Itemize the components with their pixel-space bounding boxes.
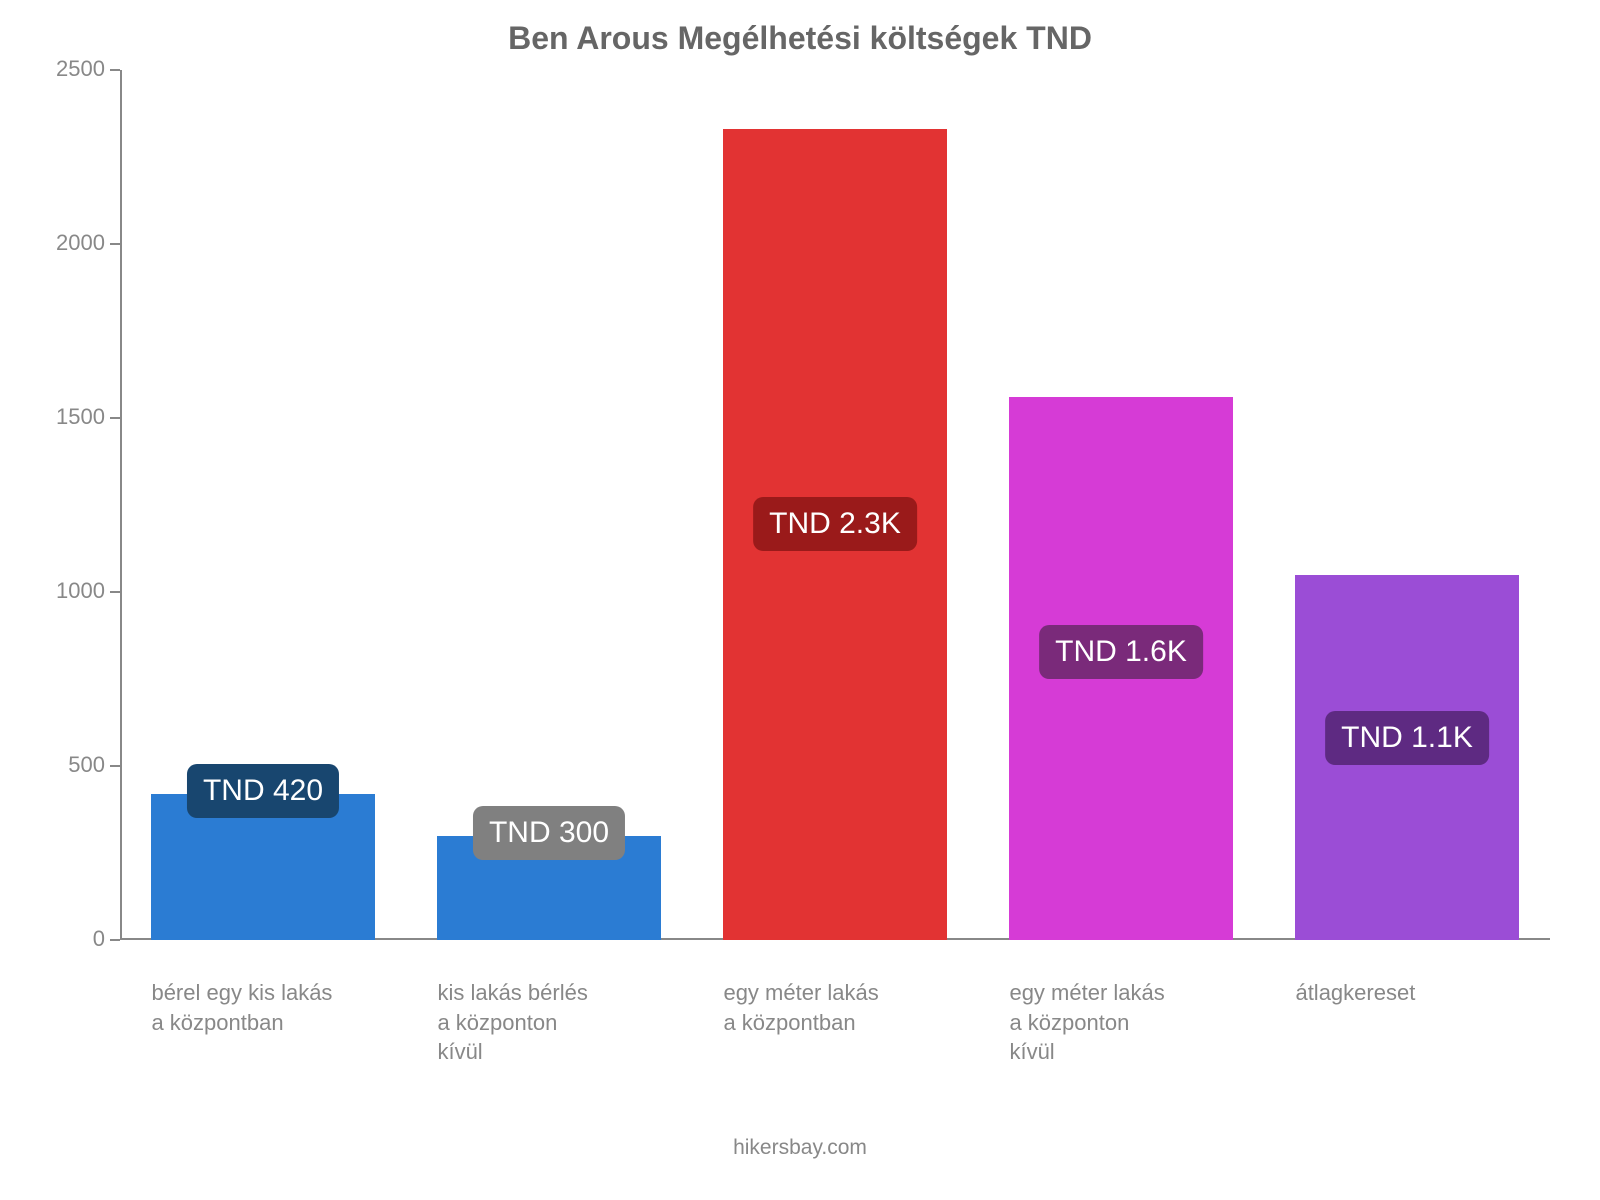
value-badge: TND 1.1K bbox=[1325, 711, 1489, 765]
y-tick bbox=[110, 939, 120, 941]
y-tick-label: 1000 bbox=[30, 578, 105, 604]
value-badge: TND 300 bbox=[473, 806, 625, 860]
y-tick bbox=[110, 243, 120, 245]
y-tick-label: 2500 bbox=[30, 56, 105, 82]
chart-title: Ben Arous Megélhetési költségek TND bbox=[0, 20, 1600, 57]
y-tick bbox=[110, 591, 120, 593]
bar: TND 1.6K bbox=[1009, 397, 1232, 940]
credit-text: hikersbay.com bbox=[0, 1136, 1600, 1160]
category-label: egy méter lakás a központban bbox=[723, 978, 966, 1037]
y-tick bbox=[110, 765, 120, 767]
category-label: átlagkereset bbox=[1295, 978, 1538, 1008]
value-badge: TND 2.3K bbox=[753, 497, 917, 551]
y-tick-label: 0 bbox=[30, 926, 105, 952]
plot-area: TND 420TND 300TND 2.3KTND 1.6KTND 1.1K 0… bbox=[120, 70, 1550, 940]
bar: TND 300 bbox=[437, 836, 660, 940]
value-badge: TND 420 bbox=[187, 764, 339, 818]
bar: TND 1.1K bbox=[1295, 575, 1518, 940]
y-tick-label: 2000 bbox=[30, 230, 105, 256]
category-label: egy méter lakás a központon kívül bbox=[1009, 978, 1252, 1067]
bars-layer: TND 420 TND 300 TND 2.3K TND 1.6K TND 1.1K bbox=[120, 70, 1550, 940]
category-label: kis lakás bérlés a központon kívül bbox=[437, 978, 680, 1067]
value-badge: TND 1.6K bbox=[1039, 625, 1203, 679]
y-tick-label: 1500 bbox=[30, 404, 105, 430]
y-tick-label: 500 bbox=[30, 752, 105, 778]
chart-container: Ben Arous Megélhetési költségek TND TND … bbox=[0, 0, 1600, 1200]
bar: TND 2.3K bbox=[723, 129, 946, 940]
bar: TND 420 bbox=[151, 794, 374, 940]
y-tick bbox=[110, 417, 120, 419]
category-label: bérel egy kis lakás a központban bbox=[151, 978, 394, 1037]
y-tick bbox=[110, 69, 120, 71]
